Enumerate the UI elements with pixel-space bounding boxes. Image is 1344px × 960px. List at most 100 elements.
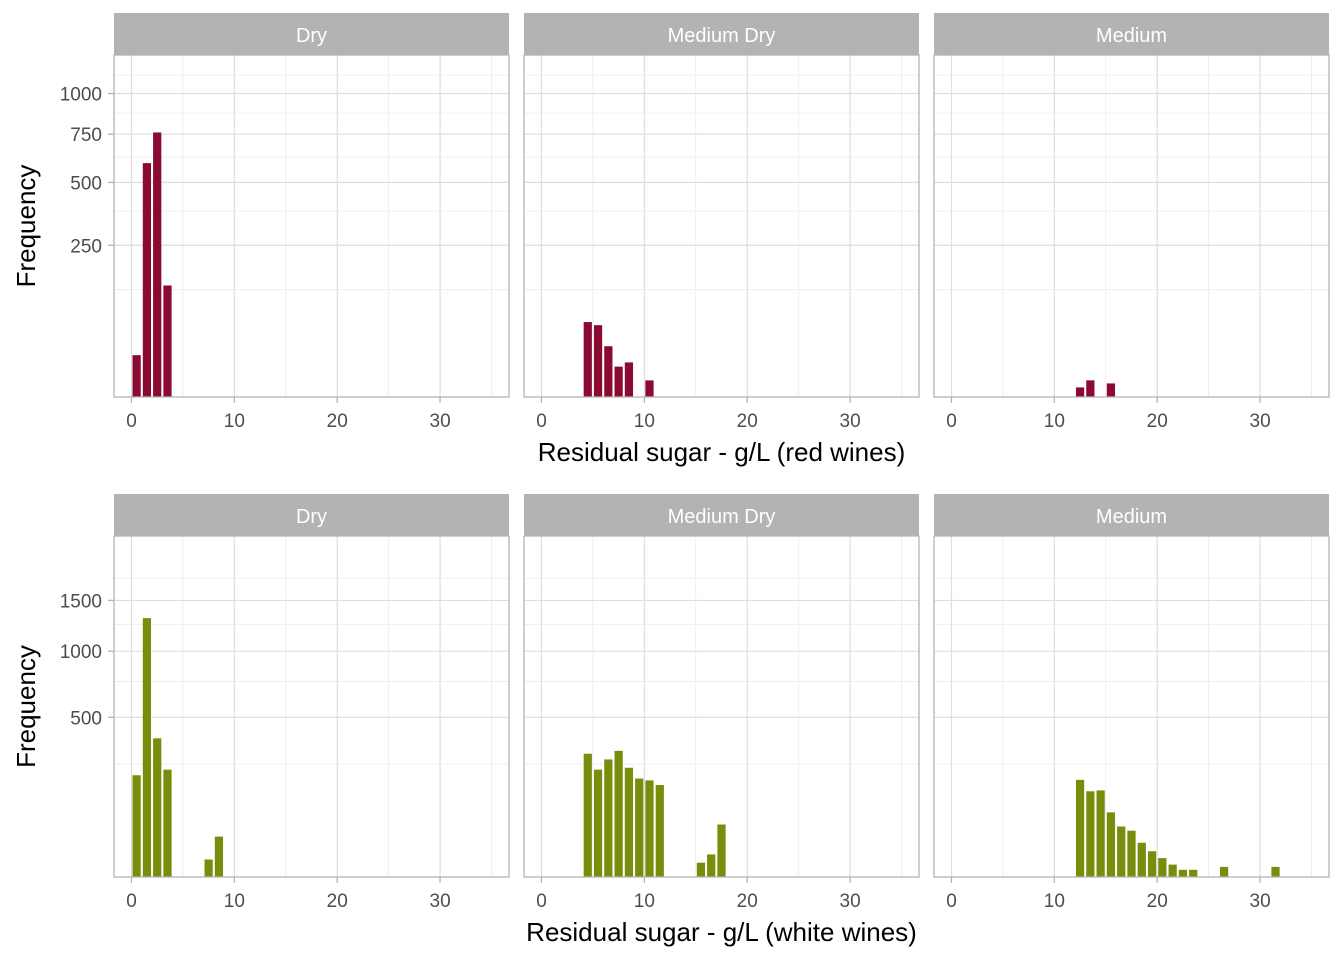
- x-axis-title: Residual sugar - g/L (white wines): [526, 917, 917, 947]
- histogram-bar: [204, 859, 213, 877]
- facet-panel: Dry 0 10 20 30 500 1000 1500: [60, 494, 510, 912]
- chart-row-1: Dry 0 10 20 30 250 500 750 1000 Medium Dry 0 10 20 30…: [11, 13, 1330, 467]
- x-tick-label: 0: [536, 891, 547, 912]
- histogram-bar: [1117, 826, 1126, 877]
- histogram-bar: [1086, 380, 1095, 397]
- histogram-bar: [645, 780, 654, 877]
- facet-panel: Medium Dry 0 10 20 30: [523, 13, 920, 432]
- facet-strip: [114, 494, 509, 536]
- x-tick-label: 0: [946, 411, 957, 432]
- panel-border: [523, 54, 920, 398]
- histogram-bar: [1147, 851, 1157, 877]
- histogram-bar: [1219, 866, 1229, 877]
- facet-strip-label: Dry: [296, 506, 327, 528]
- y-tick-label: 500: [70, 708, 102, 729]
- panel-border: [113, 535, 510, 878]
- x-tick-label: 20: [737, 411, 758, 432]
- x-tick-label: 0: [126, 891, 137, 912]
- histogram-bar: [717, 824, 726, 877]
- histogram-bar: [1137, 842, 1146, 877]
- histogram-bar: [1106, 383, 1116, 397]
- y-axis-title: Frequency: [11, 165, 41, 288]
- facet-strip: [934, 494, 1329, 536]
- y-tick-label: 750: [70, 125, 102, 146]
- facet-strip-label: Medium: [1096, 25, 1167, 47]
- x-tick-label: 20: [1147, 411, 1168, 432]
- panel-border: [933, 54, 1330, 398]
- histogram-bar: [163, 769, 172, 877]
- histogram-bar: [583, 753, 592, 877]
- histogram-bar: [604, 759, 613, 877]
- histogram-bar: [1075, 387, 1085, 397]
- x-tick-label: 30: [430, 891, 451, 912]
- histogram-bar: [214, 836, 224, 877]
- y-tick-label: 1000: [60, 85, 102, 106]
- facet-strip-label: Medium Dry: [668, 506, 776, 528]
- facet-strip: [114, 13, 509, 55]
- x-tick-label: 10: [1044, 411, 1065, 432]
- x-tick-label: 10: [634, 891, 655, 912]
- y-tick-label: 500: [70, 173, 102, 194]
- x-tick-label: 30: [1250, 411, 1271, 432]
- x-tick-label: 30: [430, 411, 451, 432]
- histogram-bar: [583, 322, 592, 397]
- histogram-bar: [142, 618, 152, 877]
- histogram-bar: [1168, 864, 1177, 877]
- y-tick-label: 1500: [60, 591, 102, 612]
- y-tick-label: 1000: [60, 642, 102, 663]
- histogram-bar: [696, 862, 706, 877]
- histogram-bar: [1158, 858, 1167, 877]
- facet-strip-label: Medium: [1096, 506, 1167, 528]
- histogram-bar: [1271, 866, 1280, 877]
- histogram-bar: [593, 325, 603, 397]
- histogram-bar: [132, 355, 141, 397]
- y-axis-title: Frequency: [11, 645, 41, 768]
- x-tick-label: 30: [840, 891, 861, 912]
- histogram-bar: [593, 769, 603, 877]
- histogram-bar: [1075, 779, 1085, 877]
- facet-strip: [524, 13, 919, 55]
- histogram-bar: [163, 285, 172, 397]
- histogram-bar: [153, 132, 162, 397]
- panel-border: [933, 535, 1330, 878]
- histogram-bar: [1127, 830, 1136, 877]
- x-tick-label: 10: [224, 411, 245, 432]
- histogram-bar: [707, 854, 716, 877]
- x-tick-label: 10: [1044, 891, 1065, 912]
- x-tick-label: 0: [946, 891, 957, 912]
- histogram-bar: [614, 750, 623, 877]
- histogram-bar: [1086, 791, 1095, 877]
- histogram-bar: [1106, 812, 1116, 877]
- histogram-bar: [635, 778, 644, 877]
- facet-panel: Medium 0 10 20 30: [933, 13, 1330, 432]
- facet-panel: Medium Dry 0 10 20 30: [523, 494, 920, 912]
- panel-border: [113, 54, 510, 398]
- histogram-bar: [624, 767, 634, 877]
- x-tick-label: 20: [737, 891, 758, 912]
- histogram-bar: [153, 738, 162, 877]
- histogram-bar: [1096, 790, 1105, 877]
- panel-border: [523, 535, 920, 878]
- x-tick-label: 30: [840, 411, 861, 432]
- x-tick-label: 20: [1147, 891, 1168, 912]
- histogram-bar: [1189, 869, 1198, 877]
- facet-strip: [934, 13, 1329, 55]
- x-tick-label: 30: [1250, 891, 1271, 912]
- histogram-bar: [614, 366, 623, 397]
- histogram-bar: [604, 346, 613, 397]
- x-tick-label: 20: [327, 411, 348, 432]
- facet-panel: Dry 0 10 20 30 250 500 750 1000: [60, 13, 510, 432]
- x-tick-label: 10: [224, 891, 245, 912]
- x-tick-label: 20: [327, 891, 348, 912]
- histogram-bar: [645, 380, 654, 397]
- y-tick-label: 250: [70, 236, 102, 257]
- facet-strip: [524, 494, 919, 536]
- histogram-bar: [132, 775, 141, 877]
- facet-strip-label: Medium Dry: [668, 25, 776, 47]
- facet-strip-label: Dry: [296, 25, 327, 47]
- x-axis-title: Residual sugar - g/L (red wines): [538, 437, 906, 467]
- histogram-bar: [624, 362, 634, 397]
- x-tick-label: 10: [634, 411, 655, 432]
